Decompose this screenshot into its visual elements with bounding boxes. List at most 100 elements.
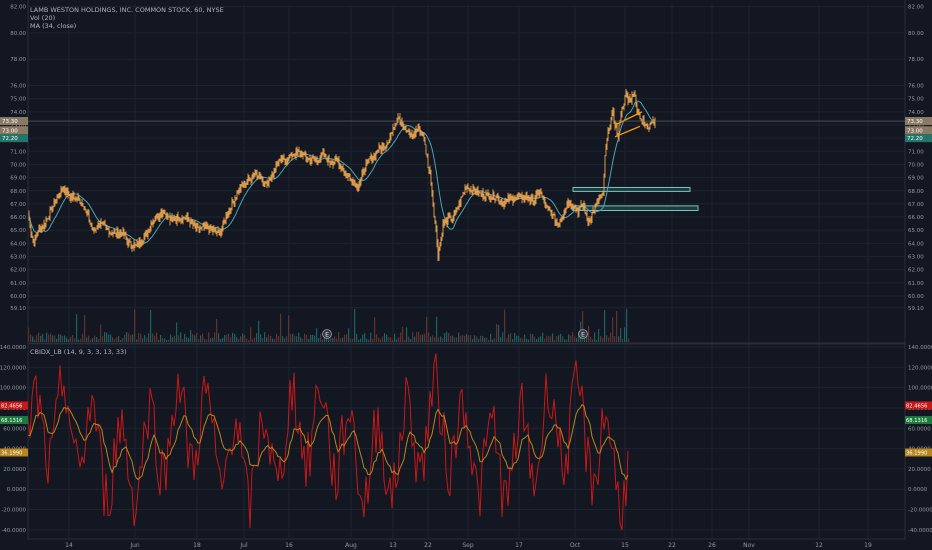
time-axis-label: Aug — [345, 542, 357, 549]
price-axis-label-right: 71.00 — [908, 149, 924, 155]
price-tag-right-text: 73.30 — [907, 119, 923, 125]
volume-bar — [430, 336, 432, 342]
indicator-axis-label-right: 100.0000 — [908, 386, 932, 392]
volume-bar — [560, 333, 562, 342]
volume-bar — [172, 337, 174, 342]
volume-bar — [200, 335, 202, 342]
volume-bar — [278, 335, 280, 342]
price-axis-label-right: 62.00 — [908, 268, 924, 274]
indicator-tag-right-text: 82.4656 — [906, 403, 927, 409]
volume-bar — [354, 309, 356, 342]
support-zone — [572, 205, 699, 211]
volume-bar — [118, 335, 120, 342]
price-axis-label-left: 60.00 — [10, 294, 26, 300]
volume-bar — [480, 335, 482, 342]
volume-bar — [180, 332, 182, 342]
volume-bar — [110, 334, 112, 342]
volume-bar — [254, 337, 256, 342]
volume-bar — [522, 338, 524, 342]
time-axis-label: Jun — [129, 542, 140, 549]
volume-bar — [168, 339, 170, 342]
volume-bar — [40, 335, 42, 342]
price-axis-label-left: 74.00 — [10, 110, 26, 116]
volume-bar — [504, 309, 506, 342]
volume-bar — [206, 339, 208, 342]
indicator-axis-label-right: 0.0000 — [908, 487, 928, 493]
volume-bar — [346, 334, 348, 342]
volume-bar — [304, 333, 306, 342]
trend-lines[interactable] — [614, 111, 643, 138]
volume-bar — [502, 332, 504, 342]
price-axis-label-left: 73.00 — [10, 123, 26, 129]
volume-bar — [400, 332, 402, 342]
price-axis-label-left: 82.00 — [10, 5, 26, 11]
price-axis-label-left: 64.00 — [10, 241, 26, 247]
volume-bar — [612, 317, 614, 342]
time-axis-label: Oct — [570, 542, 581, 549]
price-tag-left-text: 73.30 — [2, 119, 18, 125]
volume-bar — [60, 334, 62, 342]
volume-bar — [100, 324, 102, 342]
volume-bar — [590, 336, 592, 342]
volume-bar — [328, 338, 330, 342]
volume-bar — [120, 339, 122, 342]
time-axis-label: Jul — [239, 542, 248, 549]
volume-bar — [28, 327, 30, 342]
price-axis-label-right: 74.00 — [908, 110, 924, 116]
volume-bar — [472, 338, 474, 342]
volume-bar — [52, 335, 54, 342]
volume-bar — [348, 328, 350, 342]
volume-bar — [494, 337, 496, 342]
indicator-legend[interactable]: CBIDX_LB (14, 9, 3, 3, 13, 33) — [30, 348, 127, 356]
volume-bar — [498, 325, 500, 342]
volume-bar — [410, 339, 412, 342]
volume-bar — [90, 339, 92, 342]
volume-bar — [204, 338, 206, 342]
volume-bar — [194, 335, 196, 342]
volume-bar — [394, 333, 396, 342]
price-tag-right-text: 72.20 — [907, 136, 923, 142]
earnings-marker — [578, 329, 588, 339]
volume-bar — [442, 337, 444, 342]
volume-bar — [228, 333, 230, 342]
volume-bar — [620, 328, 622, 342]
volume-bar — [524, 334, 526, 342]
indicator-axis-label-right: 60.0000 — [908, 426, 931, 432]
volume-bar — [512, 339, 514, 342]
volume-bar — [600, 335, 602, 342]
ma-legend[interactable]: MA (34, close) — [30, 22, 77, 30]
volume-bar — [544, 338, 546, 342]
volume-bar — [420, 335, 422, 342]
volume-bar — [418, 332, 420, 342]
volume-bar — [294, 335, 296, 342]
price-series — [27, 88, 656, 262]
volume-bar — [70, 336, 72, 342]
volume-bar — [212, 337, 214, 342]
price-tag-left — [0, 117, 28, 126]
volume-bar — [538, 337, 540, 342]
indicator-tag-right-text: 68.1316 — [906, 418, 927, 424]
volume-bar — [148, 333, 150, 342]
volume-bar — [174, 335, 176, 342]
volume-bar — [376, 334, 378, 342]
indicator-axis-label-right: 20.0000 — [908, 467, 931, 473]
volume-bar — [404, 339, 406, 342]
time-axis-label: 19 — [864, 542, 872, 549]
volume-bar — [46, 332, 48, 342]
volume-bar — [36, 335, 38, 342]
volume-bar — [150, 309, 152, 342]
volume-bar — [478, 338, 480, 342]
volume-bar — [414, 336, 416, 342]
price-axis-label-right: 65.00 — [908, 228, 924, 234]
volume-bar — [210, 338, 212, 342]
volume-bar — [38, 332, 40, 342]
indicator-axis-label-left: -20.0000 — [1, 508, 26, 514]
volume-bar — [550, 336, 552, 342]
volume-legend[interactable]: Vol (20) — [30, 14, 56, 22]
indicator-tag-left — [0, 416, 28, 425]
symbol-title[interactable]: LAMB WESTON HOLDINGS, INC. COMMON STOCK,… — [30, 6, 224, 14]
price-axis-label-right: 73.00 — [908, 123, 924, 129]
volume-bar — [198, 339, 200, 342]
